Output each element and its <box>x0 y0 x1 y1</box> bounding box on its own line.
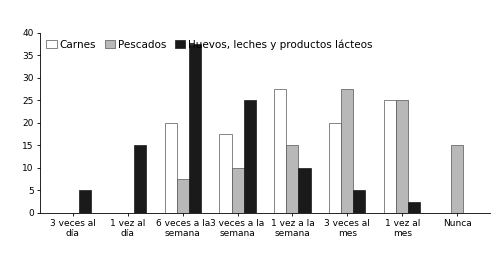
Bar <box>188 44 201 213</box>
Bar <box>342 89 353 213</box>
Bar <box>79 191 91 213</box>
Bar <box>396 100 408 213</box>
Bar <box>232 168 243 213</box>
Bar <box>329 123 342 213</box>
Bar <box>298 168 310 213</box>
Bar <box>220 134 232 213</box>
Bar <box>134 145 146 213</box>
Bar <box>164 123 176 213</box>
Bar <box>274 89 286 213</box>
Bar <box>451 145 463 213</box>
Bar <box>354 191 366 213</box>
Bar <box>244 100 256 213</box>
Bar <box>384 100 396 213</box>
Bar <box>286 145 298 213</box>
Legend: Carnes, Pescados, Huevos, leches y productos lácteos: Carnes, Pescados, Huevos, leches y produ… <box>45 38 374 51</box>
Bar <box>176 179 188 213</box>
Bar <box>408 202 420 213</box>
